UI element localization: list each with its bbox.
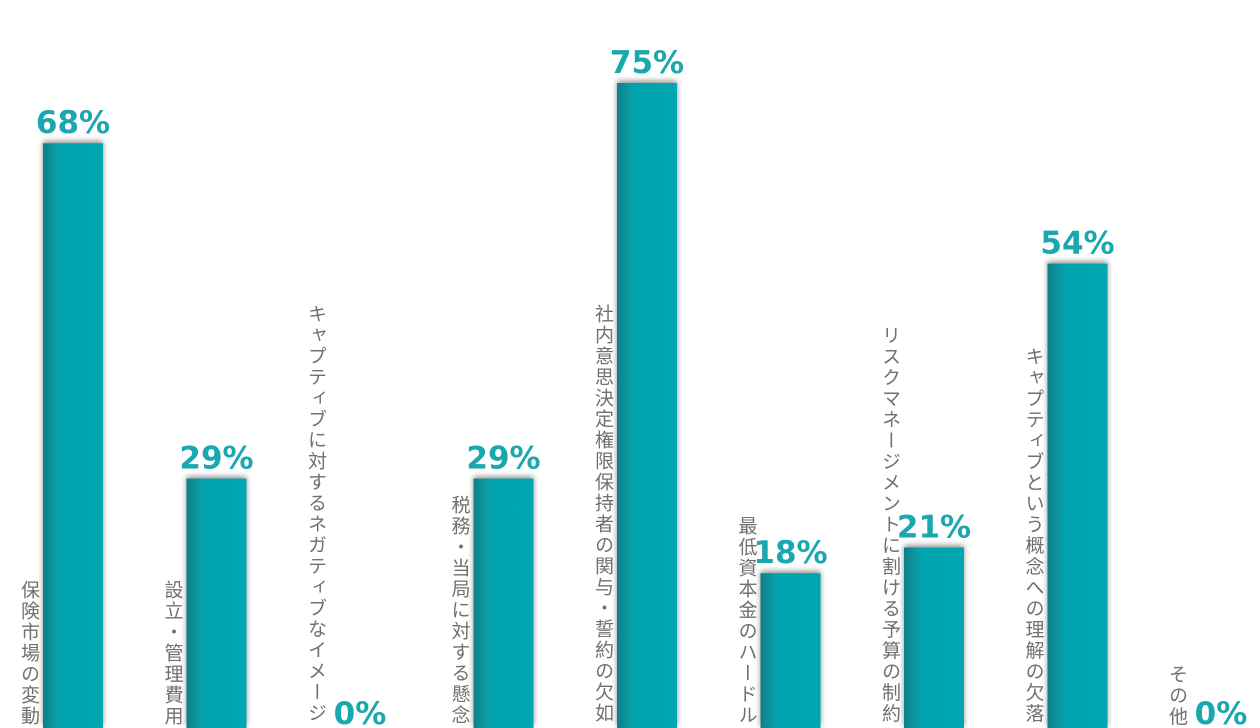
bar-7 bbox=[904, 547, 964, 728]
category-label-1: 保険市場の変動 bbox=[18, 579, 40, 726]
bar-2 bbox=[186, 478, 247, 728]
value-label-1: 68% bbox=[36, 105, 110, 141]
value-label-6: 18% bbox=[753, 535, 827, 571]
category-label-2: 設立・管理費用 bbox=[162, 579, 184, 726]
bar-5 bbox=[617, 83, 677, 728]
category-label-8: キャプティブという概念への理解の欠落 bbox=[1023, 346, 1045, 724]
category-label-5: 社内意思決定権限保持者の関与・誓約の欠如 bbox=[592, 304, 614, 724]
bar-1 bbox=[43, 143, 103, 728]
bar-8 bbox=[1047, 263, 1108, 728]
value-label-2: 29% bbox=[179, 441, 253, 477]
category-label-4: 税務・当局に対する懸念 bbox=[449, 495, 471, 726]
value-label-8: 54% bbox=[1040, 226, 1114, 262]
category-label-3: キャプティブに対するネガティブなイメージ bbox=[305, 304, 327, 724]
value-label-7: 21% bbox=[897, 509, 971, 545]
value-label-9: 0% bbox=[1195, 696, 1248, 728]
value-label-3: 0% bbox=[334, 696, 387, 728]
bar-4 bbox=[473, 478, 534, 728]
category-label-7: リスクマネージメントに割ける予算の制約 bbox=[879, 325, 901, 724]
category-label-6: 最低資本金のハードル bbox=[736, 516, 758, 726]
value-label-4: 29% bbox=[466, 441, 540, 477]
bar-6 bbox=[760, 573, 821, 728]
category-label-9: その他 bbox=[1166, 664, 1188, 727]
value-label-5: 75% bbox=[610, 45, 684, 81]
